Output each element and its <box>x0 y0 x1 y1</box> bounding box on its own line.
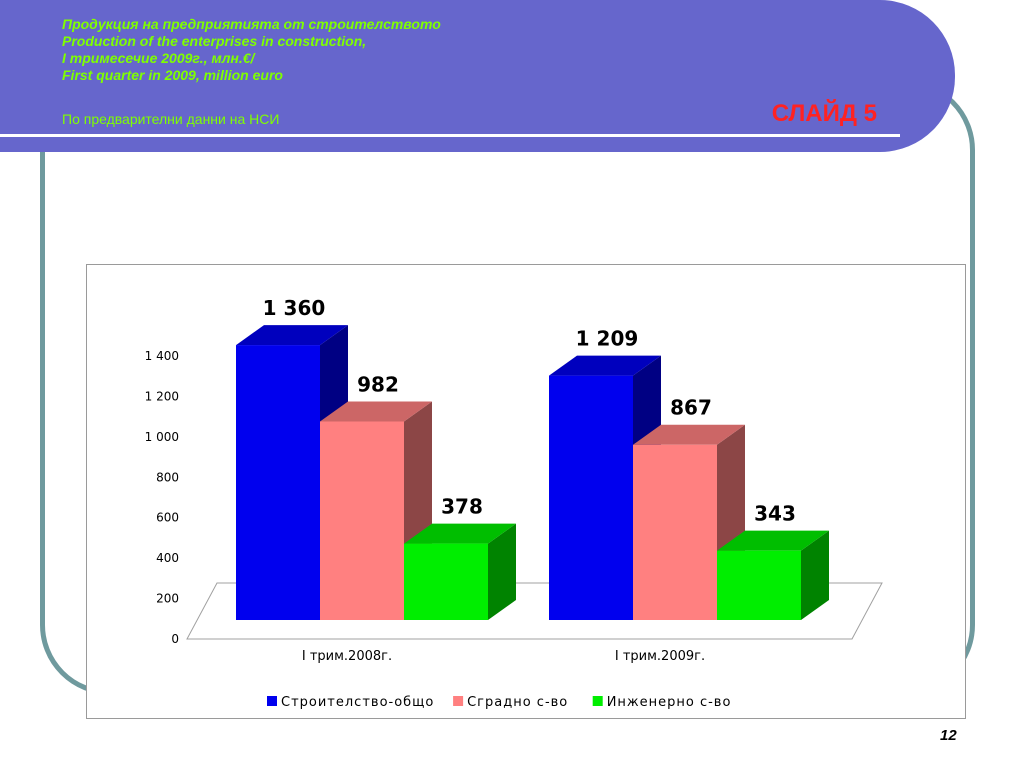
bar <box>717 550 801 620</box>
bar <box>236 345 320 620</box>
header-divider <box>0 134 900 137</box>
bar-value-label: 867 <box>670 396 712 420</box>
legend-entry: Инженерно с-во <box>607 695 732 710</box>
bar-value-label: 378 <box>441 495 483 519</box>
bar-value-label: 982 <box>357 372 399 396</box>
legend-entry: Сградно с-во <box>467 695 568 710</box>
bar-top <box>236 325 348 346</box>
bar-top <box>633 424 745 445</box>
y-tick-label: 1 400 <box>145 349 179 363</box>
y-tick-label: 200 <box>156 592 179 606</box>
bar-side <box>488 523 516 620</box>
page-number: 12 <box>940 727 957 744</box>
bar-top <box>717 530 829 551</box>
bar <box>549 375 633 620</box>
x-tick-label: I трим.2008г. <box>302 649 392 664</box>
header-title: Продукция на предприятията от строителст… <box>62 16 441 84</box>
bar <box>633 444 717 620</box>
y-tick-label: 400 <box>156 551 179 565</box>
y-tick-label: 800 <box>156 470 179 484</box>
header-title-line: I тримесечие 2009г., млн.€/ <box>62 50 255 66</box>
y-tick-label: 600 <box>156 511 179 525</box>
chart-container: 0 200 400 600 800 1 000 1 200 1 400 1 360 982 378 1… <box>86 264 966 719</box>
legend-entry: Строителство-общо <box>281 695 434 710</box>
bar-top <box>549 355 661 376</box>
bar-value-label: 343 <box>754 502 796 526</box>
header-note: По предварителни данни на НСИ <box>62 111 280 127</box>
bar-top <box>320 401 432 422</box>
header-title-line: First quarter in 2009, million euro <box>62 67 283 83</box>
bar-top <box>404 523 516 544</box>
y-tick-label: 0 <box>171 632 179 646</box>
x-tick-label: I трим.2009г. <box>615 649 705 664</box>
header-title-line: Production of the enterprises in constru… <box>62 33 367 49</box>
legend-swatch <box>267 696 277 706</box>
bar <box>404 543 488 620</box>
legend-swatch <box>453 696 464 706</box>
chart-floor <box>186 582 883 640</box>
bar-side <box>801 530 829 620</box>
y-tick-label: 1 000 <box>145 430 179 444</box>
bar-value-label: 1 209 <box>576 327 639 351</box>
bar-value-label: 1 360 <box>263 296 326 320</box>
bar <box>320 421 404 620</box>
legend-swatch <box>592 696 603 706</box>
header-band: Продукция на предприятията от строителст… <box>0 0 955 152</box>
bar-chart: 0 200 400 600 800 1 000 1 200 1 400 1 360 982 378 1… <box>145 296 883 710</box>
y-tick-label: 1 200 <box>145 389 179 403</box>
header-title-line: Продукция на предприятията от строителст… <box>62 16 441 32</box>
slide-label: СЛАЙД 5 <box>771 100 877 127</box>
